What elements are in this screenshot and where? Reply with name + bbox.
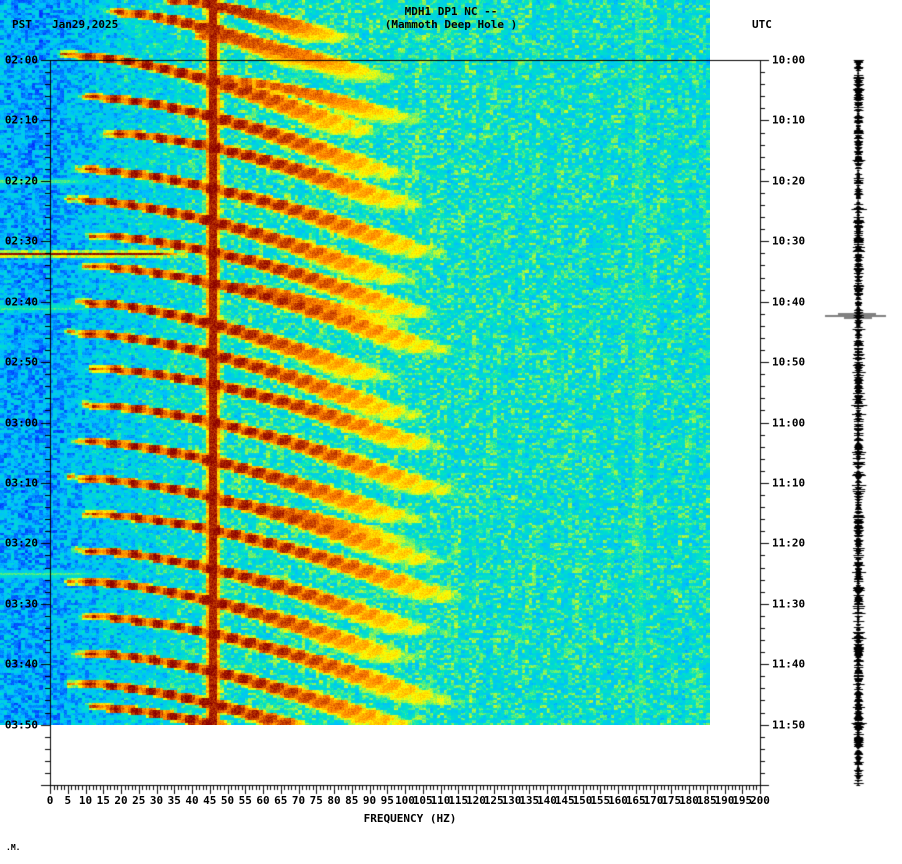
x-tick-label: 40	[185, 794, 199, 807]
y-tick-label-utc: 10:50	[772, 355, 806, 369]
x-tick-label: 65	[274, 794, 288, 807]
x-tick-label: 55	[238, 794, 252, 807]
x-tick-label: 155	[590, 794, 611, 807]
x-tick-label: 165	[625, 794, 646, 807]
y-tick-label-utc: 11:20	[772, 536, 806, 550]
y-tick-label-pst: 02:20	[4, 174, 38, 188]
spectrogram-canvas[interactable]	[0, 0, 710, 725]
x-tick-label: 20	[114, 794, 128, 807]
y-tick-label-utc: 11:50	[772, 718, 806, 732]
x-axis-title: FREQUENCY (HZ)	[363, 812, 457, 825]
y-tick-label-utc: 11:00	[772, 416, 806, 429]
y-tick-label-pst: 03:10	[4, 476, 38, 490]
x-tick-label: 180	[679, 794, 699, 807]
x-tick-label: 45	[203, 794, 217, 807]
y-tick-label-pst: 03:30	[4, 597, 38, 611]
x-tick-label: 190	[714, 794, 735, 807]
y-tick-label-utc: 10:00	[772, 53, 806, 67]
y-tick-label-utc: 10:30	[772, 234, 806, 248]
y-tick-label-utc: 11:40	[772, 657, 806, 671]
x-tick-label: 70	[291, 794, 306, 807]
y-tick-label-pst: 02:40	[4, 295, 38, 309]
x-tick-label: 50	[220, 794, 235, 807]
x-tick-label: 160	[608, 794, 628, 807]
x-tick-label: 80	[327, 794, 341, 807]
x-tick-label: 35	[167, 794, 181, 807]
y-tick-label-pst: 02:30	[4, 234, 38, 248]
x-tick-label: 100	[395, 794, 415, 807]
x-tick-label: 115	[448, 794, 469, 807]
y-tick-label-utc: 10:10	[772, 113, 806, 127]
x-tick-label: 200	[750, 794, 770, 807]
x-tick-label: 10	[78, 794, 93, 807]
x-tick-label: 150	[572, 794, 593, 807]
x-tick-label: 60	[256, 794, 270, 807]
x-tick-label: 130	[501, 794, 522, 807]
x-tick-label: 25	[132, 794, 146, 807]
x-tick-label: 185	[696, 794, 717, 807]
seismogram-trace-canvas	[820, 58, 902, 788]
y-tick-label-utc: 11:30	[772, 597, 806, 611]
x-tick-label: 85	[345, 794, 359, 807]
x-tick-label: 5	[64, 794, 72, 807]
spectrogram-plot[interactable]	[0, 0, 710, 725]
y-tick-label-pst: 02:50	[4, 355, 38, 369]
corner-mark: .M.	[6, 843, 21, 852]
x-tick-label: 170	[643, 794, 664, 807]
y-tick-label-utc: 10:20	[772, 174, 806, 188]
y-tick-label-pst: 03:00	[4, 416, 38, 429]
x-tick-label: 135	[519, 794, 540, 807]
x-tick-label: 145	[554, 794, 575, 807]
x-tick-label: 110	[430, 794, 451, 807]
y-tick-label-utc: 11:10	[772, 476, 806, 490]
x-tick-label: 105	[412, 794, 433, 807]
x-tick-label: 95	[380, 794, 394, 807]
x-tick-label: 125	[483, 794, 504, 807]
x-tick-label: 15	[96, 794, 110, 807]
x-tick-label: 140	[537, 794, 557, 807]
y-tick-label-pst: 02:00	[4, 53, 38, 67]
x-tick-label: 90	[362, 794, 377, 807]
y-tick-label-pst: 03:50	[4, 718, 38, 732]
x-tick-label: 175	[661, 794, 682, 807]
y-tick-label-utc: 10:40	[772, 295, 806, 309]
x-tick-label: 30	[149, 794, 164, 807]
x-tick-label: 75	[309, 794, 323, 807]
y-tick-label-pst: 03:20	[4, 536, 38, 550]
x-tick-label: 195	[732, 794, 753, 807]
y-tick-label-pst: 03:40	[4, 657, 38, 671]
x-tick-label: 0	[46, 794, 54, 807]
page-title: MDH1 DP1 NC --	[404, 5, 498, 18]
x-tick-label: 120	[466, 794, 486, 807]
y-tick-label-pst: 02:10	[4, 113, 38, 127]
timezone-right-label: UTC	[752, 18, 772, 31]
